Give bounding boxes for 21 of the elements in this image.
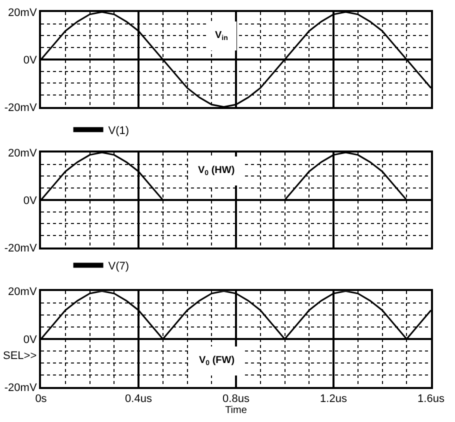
text: SEL>>: [3, 350, 37, 362]
x-tick-label: 0s: [35, 393, 48, 406]
annotation: V$_{in}$: [215, 30, 228, 42]
y-tick-label: 0V: [23, 54, 38, 66]
x-tick-label: 1.6us: [418, 393, 445, 406]
x-axis-title: Time: [225, 405, 248, 416]
x-tick-label: 0.4us: [125, 393, 152, 406]
legend-label: V(1): [108, 124, 130, 137]
legend-label: V(7): [108, 260, 130, 273]
y-tick-label: 20mV: [8, 286, 38, 298]
x-tick-label: 0.8us: [222, 393, 250, 406]
y-tick-label: -20mV: [4, 382, 38, 394]
y-tick-label: 20mV: [8, 147, 38, 160]
y-tick-label: -20mV: [4, 102, 38, 114]
y-tick-label: -20mV: [4, 242, 38, 254]
y-tick-label: 0V: [23, 334, 38, 346]
y-tick-label: 0V: [23, 194, 38, 207]
annotation: V$_{0}$ (HW): [198, 165, 235, 178]
annotation: V$_{0}$ (FW): [199, 355, 235, 368]
x-tick-label: 1.2us: [320, 393, 348, 406]
y-tick-label: 20mV: [8, 6, 38, 19]
